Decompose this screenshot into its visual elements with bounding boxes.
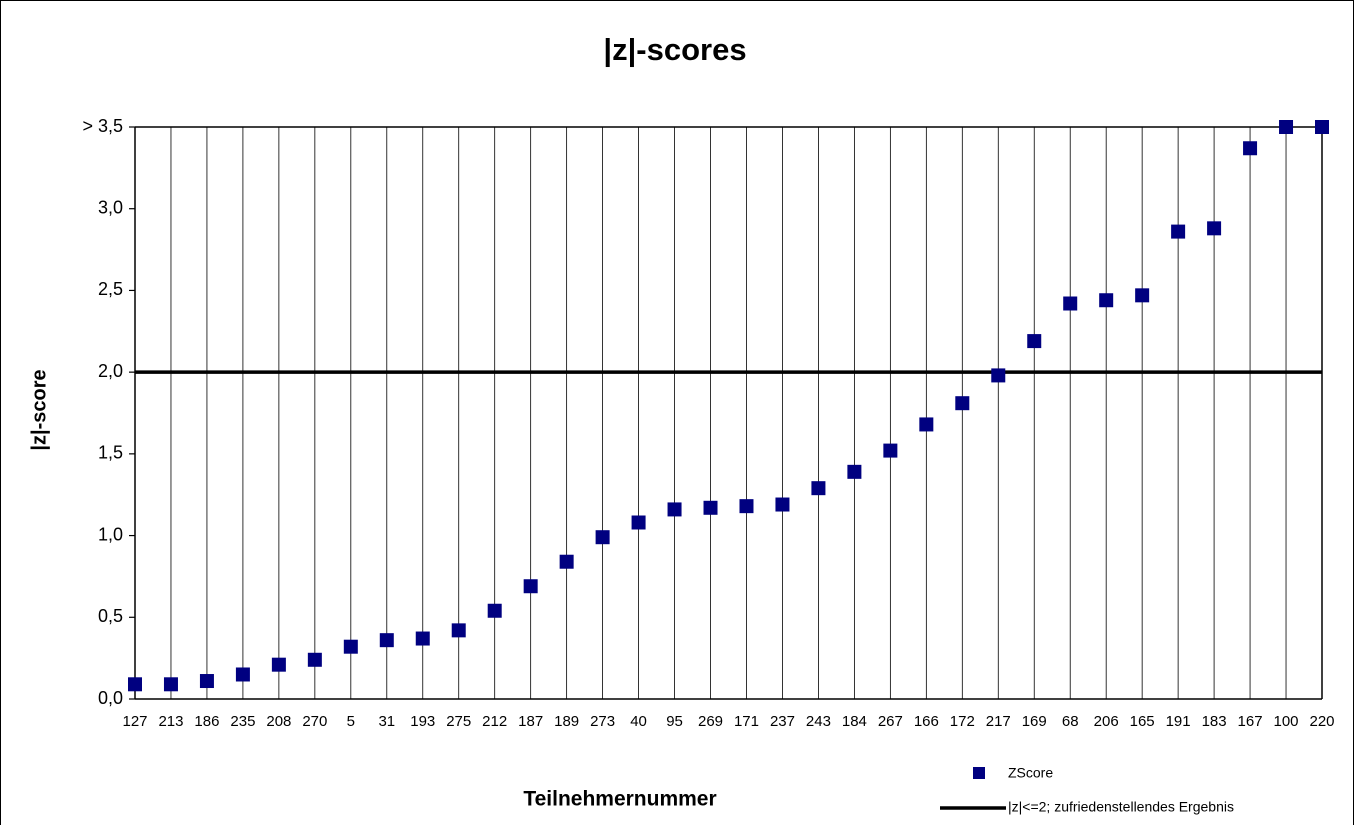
x-tick-label: 172 (950, 713, 975, 730)
x-tick-label: 5 (347, 713, 355, 730)
marker (1243, 141, 1258, 156)
x-tick-label: 40 (630, 713, 647, 730)
marker (811, 481, 826, 496)
x-tick-label: 187 (518, 713, 543, 730)
x-tick-label: 166 (914, 713, 939, 730)
marker (343, 639, 358, 654)
x-tick-label: 275 (446, 713, 471, 730)
x-tick-label: 237 (770, 713, 795, 730)
marker (667, 502, 682, 517)
x-tick-label: 31 (378, 713, 395, 730)
x-tick-label: 68 (1062, 713, 1079, 730)
marker (703, 500, 718, 515)
marker (1135, 288, 1150, 303)
marker (739, 499, 754, 514)
x-axis-label: Teilnehmernummer (523, 788, 716, 811)
marker (128, 677, 142, 692)
y-tick-label: 0,0 (98, 688, 123, 708)
marker (1315, 120, 1329, 134)
y-tick-label: 2,0 (98, 361, 123, 381)
marker (1027, 334, 1042, 349)
x-tick-label: 243 (806, 713, 831, 730)
y-tick-label: 1,5 (98, 443, 123, 463)
y-tick-label: > 3,5 (82, 116, 123, 136)
marker (955, 396, 970, 411)
x-tick-label: 217 (986, 713, 1011, 730)
x-tick-label: 208 (266, 713, 291, 730)
y-tick-label: 1,0 (98, 524, 123, 544)
legend-label: |z|<=2; zufriedenstellendes Ergebnis (1008, 799, 1234, 815)
y-tick-label: 0,5 (98, 606, 123, 626)
x-tick-label: 183 (1202, 713, 1227, 730)
x-tick-label: 95 (666, 713, 683, 730)
marker (1171, 224, 1186, 239)
marker (271, 657, 286, 672)
x-tick-label: 213 (158, 713, 183, 730)
x-tick-label: 269 (698, 713, 723, 730)
x-tick-label: 267 (878, 713, 903, 730)
marker (163, 677, 178, 692)
y-tick-label: 3,0 (98, 197, 123, 217)
x-tick-label: 127 (122, 713, 147, 730)
marker (559, 554, 574, 569)
marker (379, 633, 394, 648)
marker (991, 368, 1006, 383)
x-tick-label: 100 (1274, 713, 1299, 730)
x-tick-label: 235 (230, 713, 255, 730)
x-tick-label: 273 (590, 713, 615, 730)
marker (235, 667, 250, 682)
y-axis-label: |z|-score (28, 369, 50, 450)
x-tick-label: 169 (1022, 713, 1047, 730)
marker (883, 443, 898, 458)
marker (451, 623, 466, 638)
marker (199, 674, 214, 689)
x-tick-label: 184 (842, 713, 867, 730)
marker (1279, 120, 1294, 134)
x-tick-label: 206 (1094, 713, 1119, 730)
marker (307, 652, 322, 667)
legend-label: ZScore (1008, 765, 1053, 781)
marker (775, 497, 790, 512)
x-tick-label: 186 (194, 713, 219, 730)
x-tick-label: 270 (302, 713, 327, 730)
marker (415, 631, 430, 646)
marker (1099, 293, 1114, 308)
chart-title: |z|-scores (603, 32, 746, 67)
x-tick-label: 171 (734, 713, 759, 730)
x-tick-label: 165 (1130, 713, 1155, 730)
x-tick-label: 189 (554, 713, 579, 730)
x-tick-label: 167 (1238, 713, 1263, 730)
y-tick-label: 2,5 (98, 279, 123, 299)
marker (1063, 296, 1078, 311)
marker (487, 603, 502, 618)
marker (595, 530, 610, 545)
marker (919, 417, 934, 432)
x-tick-label: 220 (1309, 713, 1334, 730)
marker (1207, 221, 1222, 236)
x-tick-label: 193 (410, 713, 435, 730)
marker (847, 464, 862, 479)
x-tick-label: 212 (482, 713, 507, 730)
x-tick-label: 191 (1166, 713, 1191, 730)
marker (631, 515, 646, 530)
legend-marker (973, 767, 985, 779)
marker (523, 579, 538, 594)
